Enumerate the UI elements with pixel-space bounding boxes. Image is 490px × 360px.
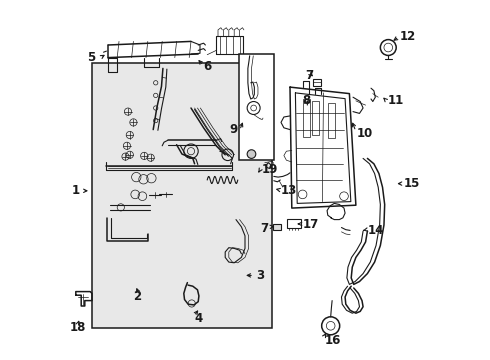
Text: 2: 2 — [133, 291, 141, 303]
Text: 17: 17 — [303, 219, 319, 231]
Text: 7: 7 — [306, 69, 314, 82]
Text: 9: 9 — [229, 123, 238, 136]
Text: 6: 6 — [204, 60, 212, 73]
Text: 13: 13 — [281, 184, 297, 197]
Text: 8: 8 — [302, 94, 310, 107]
Text: 3: 3 — [256, 269, 264, 282]
Text: 11: 11 — [387, 94, 403, 107]
Text: 7: 7 — [260, 222, 269, 235]
Bar — [92, 63, 272, 328]
Text: 5: 5 — [87, 51, 96, 64]
Text: 16: 16 — [324, 334, 341, 347]
Text: 4: 4 — [195, 312, 203, 325]
Text: 19: 19 — [261, 163, 277, 176]
Bar — [313, 79, 320, 86]
Text: 12: 12 — [400, 30, 416, 42]
Bar — [328, 103, 335, 138]
Bar — [288, 219, 301, 228]
Bar — [303, 99, 310, 137]
Text: 10: 10 — [357, 127, 373, 140]
Bar — [312, 101, 319, 135]
Bar — [239, 54, 274, 160]
Text: 18: 18 — [70, 321, 86, 334]
Circle shape — [247, 150, 256, 158]
Bar — [273, 224, 281, 230]
Text: 15: 15 — [403, 177, 420, 190]
Text: 1: 1 — [72, 184, 80, 197]
Text: 14: 14 — [368, 224, 384, 237]
